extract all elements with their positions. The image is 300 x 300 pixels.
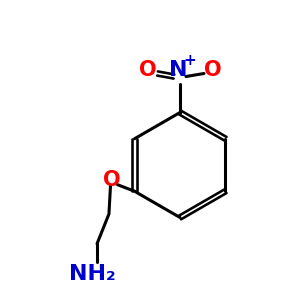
Text: NH₂: NH₂ [69,264,116,284]
Text: O: O [204,60,221,80]
Text: N: N [169,61,188,80]
Text: O: O [139,60,156,80]
Text: +: + [183,53,196,68]
Text: O: O [103,170,121,190]
